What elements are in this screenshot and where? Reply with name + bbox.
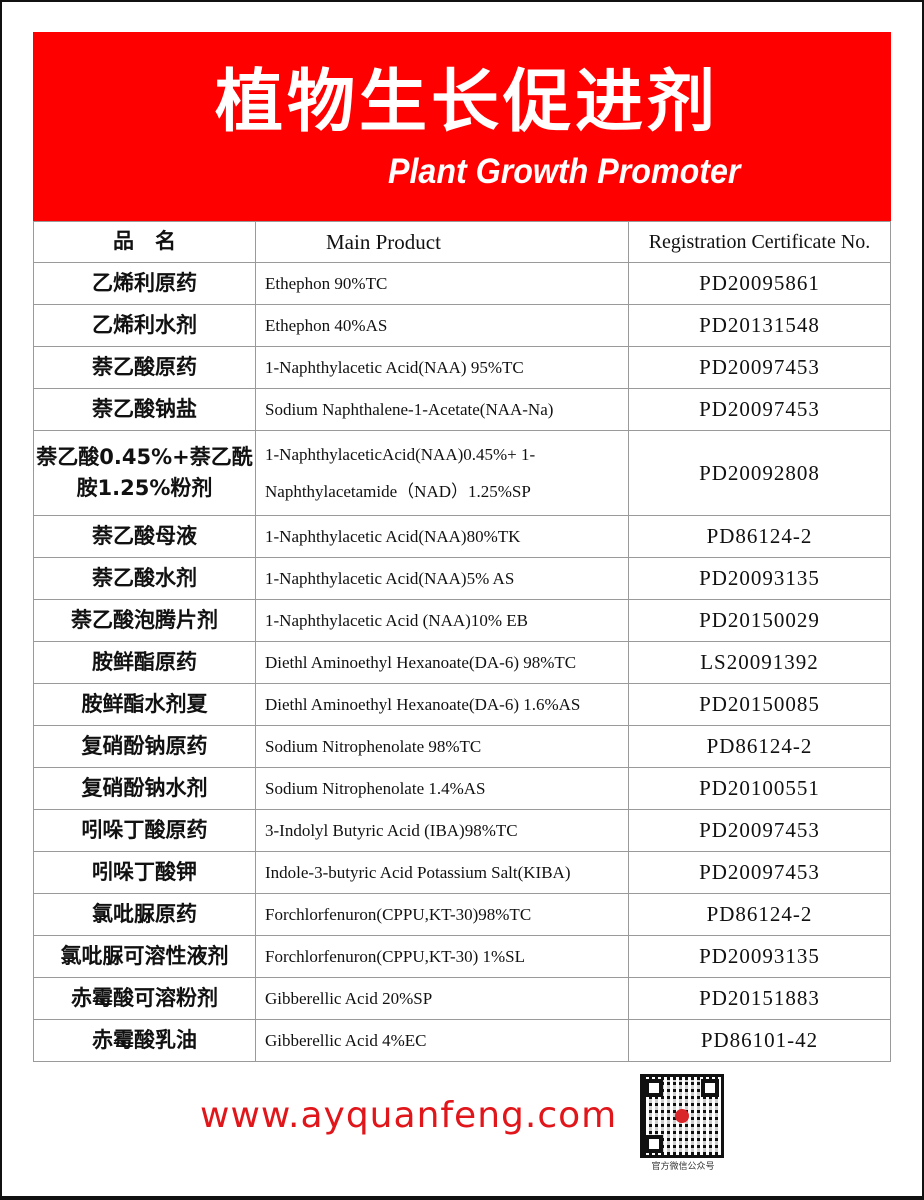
table-header-row: 品 名 Main Product Registration Certificat… bbox=[33, 221, 891, 263]
website-link[interactable]: www.ayquanfeng.com bbox=[200, 1095, 618, 1136]
product-name-cn: 复硝酚钠水剂 bbox=[33, 767, 256, 810]
registration-number: PD86124-2 bbox=[628, 515, 891, 558]
registration-number: PD20131548 bbox=[628, 304, 891, 347]
registration-number: PD20097453 bbox=[628, 809, 891, 852]
main-product: Diethl Aminoethyl Hexanoate(DA-6) 1.6%AS bbox=[255, 683, 629, 726]
registration-number: PD20095861 bbox=[628, 262, 891, 305]
qr-caption: 官方微信公众号 bbox=[651, 1162, 715, 1172]
table-row: 复硝酚钠原药 Sodium Nitrophenolate 98%TC PD86124… bbox=[33, 725, 891, 768]
product-name-cn: 萘乙酸水剂 bbox=[33, 557, 256, 600]
table-row: 吲哚丁酸原药 3-Indolyl Butyric Acid (IBA)98%TC P… bbox=[33, 809, 891, 852]
product-name-cn: 氯吡脲原药 bbox=[33, 893, 256, 936]
title-english: Plant Growth Promoter bbox=[388, 152, 741, 191]
main-product: Sodium Naphthalene-1-Acetate(NAA-Na) bbox=[255, 388, 629, 431]
product-name-cn: 萘乙酸原药 bbox=[33, 346, 256, 389]
main-product: 1-Naphthylacetic Acid(NAA) 95%TC bbox=[255, 346, 629, 389]
table-row: 乙烯利水剂 Ethephon 40%AS PD20131548 bbox=[33, 304, 891, 347]
main-product: Gibberellic Acid 20%SP bbox=[255, 977, 629, 1020]
main-product: Ethephon 90%TC bbox=[255, 262, 629, 305]
main-product: Forchlorfenuron(CPPU,KT-30)98%TC bbox=[255, 893, 629, 936]
registration-number: LS20091392 bbox=[628, 641, 891, 684]
registration-number: PD20093135 bbox=[628, 557, 891, 600]
product-name-cn: 赤霉酸乳油 bbox=[33, 1019, 256, 1062]
main-product: Forchlorfenuron(CPPU,KT-30) 1%SL bbox=[255, 935, 629, 978]
table-row: 胺鲜酯原药 Diethl Aminoethyl Hexanoate(DA-6) 9… bbox=[33, 641, 891, 684]
main-product: 1-Naphthylacetic Acid(NAA)5% AS bbox=[255, 557, 629, 600]
table-row: 赤霉酸乳油 Gibberellic Acid 4%EC PD86101-42 bbox=[33, 1019, 891, 1062]
product-name-cn: 复硝酚钠原药 bbox=[33, 725, 256, 768]
product-name-cn: 吲哚丁酸钾 bbox=[33, 851, 256, 894]
product-table: 品 名 Main Product Registration Certificat… bbox=[33, 221, 891, 1062]
main-product: Diethl Aminoethyl Hexanoate(DA-6) 98%TC bbox=[255, 641, 629, 684]
table-row: 氯吡脲可溶性液剂 Forchlorfenuron(CPPU,KT-30) 1%SL… bbox=[33, 935, 891, 978]
table-row: 乙烯利原药 Ethephon 90%TC PD20095861 bbox=[33, 262, 891, 305]
main-product: 1-NaphthylaceticAcid(NAA)0.45%+ 1-Naphth… bbox=[255, 430, 629, 516]
main-product: 3-Indolyl Butyric Acid (IBA)98%TC bbox=[255, 809, 629, 852]
product-name-cn: 胺鲜酯原药 bbox=[33, 641, 256, 684]
product-name-cn: 乙烯利原药 bbox=[33, 262, 256, 305]
brand-logo-icon bbox=[675, 1109, 689, 1123]
table-row: 萘乙酸原药 1-Naphthylacetic Acid(NAA) 95%TC PD2… bbox=[33, 346, 891, 389]
table-row: 赤霉酸可溶粉剂 Gibberellic Acid 20%SP PD20151883 bbox=[33, 977, 891, 1020]
table-row: 萘乙酸钠盐 Sodium Naphthalene-1-Acetate(NAA-Na… bbox=[33, 388, 891, 431]
table-row: 氯吡脲原药 Forchlorfenuron(CPPU,KT-30)98%TC PD8… bbox=[33, 893, 891, 936]
registration-number: PD86124-2 bbox=[628, 725, 891, 768]
registration-number: PD20150085 bbox=[628, 683, 891, 726]
main-product: Sodium Nitrophenolate 98%TC bbox=[255, 725, 629, 768]
main-product: Gibberellic Acid 4%EC bbox=[255, 1019, 629, 1062]
registration-number: PD20100551 bbox=[628, 767, 891, 810]
registration-number: PD20097453 bbox=[628, 346, 891, 389]
table-row: 萘乙酸母液 1-Naphthylacetic Acid(NAA)80%TK PD86… bbox=[33, 515, 891, 558]
product-name-cn: 萘乙酸母液 bbox=[33, 515, 256, 558]
registration-number: PD20093135 bbox=[628, 935, 891, 978]
title-chinese: 植物生长促进剂 bbox=[214, 63, 719, 142]
product-name-cn: 萘乙酸0.45%+萘乙酰胺1.25%粉剂 bbox=[33, 430, 256, 516]
main-product: 1-Naphthylacetic Acid (NAA)10% EB bbox=[255, 599, 629, 642]
title-banner: 植物生长促进剂 Plant Growth Promoter bbox=[33, 32, 891, 221]
table-row: 萘乙酸0.45%+萘乙酰胺1.25%粉剂 1-NaphthylaceticAcid… bbox=[33, 430, 891, 516]
product-name-cn: 胺鲜酯水剂夏 bbox=[33, 683, 256, 726]
product-name-cn: 赤霉酸可溶粉剂 bbox=[33, 977, 256, 1020]
main-product: 1-Naphthylacetic Acid(NAA)80%TK bbox=[255, 515, 629, 558]
table-row: 萘乙酸泡腾片剂 1-Naphthylacetic Acid (NAA)10% EB… bbox=[33, 599, 891, 642]
main-product: Indole-3-butyric Acid Potassium Salt(KIB… bbox=[255, 851, 629, 894]
table-row: 萘乙酸水剂 1-Naphthylacetic Acid(NAA)5% AS PD20… bbox=[33, 557, 891, 600]
registration-number: PD86124-2 bbox=[628, 893, 891, 936]
table-row: 复硝酚钠水剂 Sodium Nitrophenolate 1.4%AS PD2010… bbox=[33, 767, 891, 810]
registration-number: PD20092808 bbox=[628, 430, 891, 516]
registration-number: PD20151883 bbox=[628, 977, 891, 1020]
product-name-cn: 萘乙酸泡腾片剂 bbox=[33, 599, 256, 642]
product-name-cn: 吲哚丁酸原药 bbox=[33, 809, 256, 852]
qr-code bbox=[640, 1074, 724, 1158]
column-header-product: Main Product bbox=[255, 221, 629, 263]
column-header-name: 品 名 bbox=[33, 221, 256, 263]
column-header-registration: Registration Certificate No. bbox=[628, 221, 891, 263]
registration-number: PD20097453 bbox=[628, 388, 891, 431]
registration-number: PD20097453 bbox=[628, 851, 891, 894]
main-product: Sodium Nitrophenolate 1.4%AS bbox=[255, 767, 629, 810]
registration-number: PD86101-42 bbox=[628, 1019, 891, 1062]
table-row: 胺鲜酯水剂夏 Diethl Aminoethyl Hexanoate(DA-6) … bbox=[33, 683, 891, 726]
main-product: Ethephon 40%AS bbox=[255, 304, 629, 347]
table-row: 吲哚丁酸钾 Indole-3-butyric Acid Potassium Sal… bbox=[33, 851, 891, 894]
product-name-cn: 乙烯利水剂 bbox=[33, 304, 256, 347]
registration-number: PD20150029 bbox=[628, 599, 891, 642]
product-name-cn: 萘乙酸钠盐 bbox=[33, 388, 256, 431]
product-name-cn: 氯吡脲可溶性液剂 bbox=[33, 935, 256, 978]
